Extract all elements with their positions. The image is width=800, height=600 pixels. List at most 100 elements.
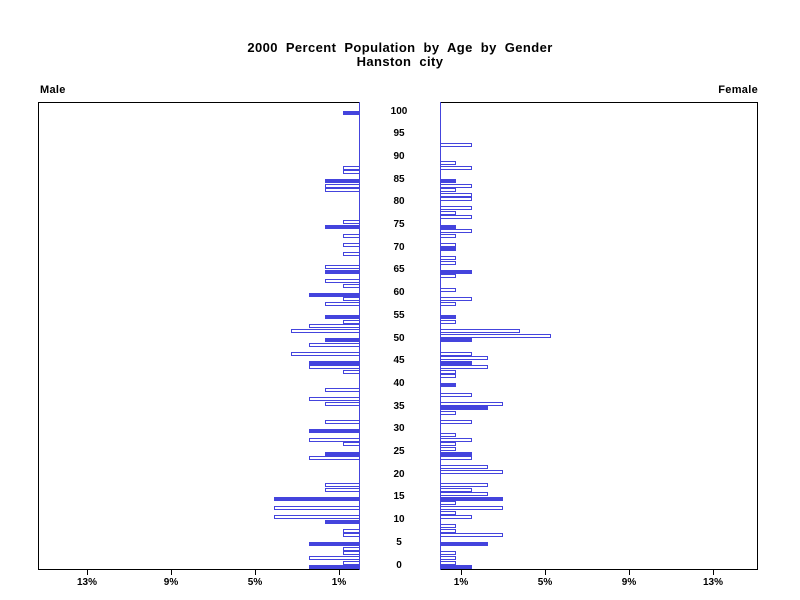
bar-male-age-49 bbox=[309, 342, 360, 347]
bar-female-age-65 bbox=[440, 269, 472, 274]
bar-male-age-47 bbox=[291, 351, 360, 356]
bar-female-age-8 bbox=[440, 528, 456, 533]
bar-male-age-66 bbox=[325, 265, 360, 270]
bar-female-age-3 bbox=[440, 551, 456, 556]
female-pct-tick-13 bbox=[713, 570, 714, 575]
female-pct-tick-label-13: 13% bbox=[702, 577, 723, 588]
age-axis-label-70: 70 bbox=[393, 241, 405, 253]
bar-female-age-61 bbox=[440, 288, 456, 293]
bar-female-age-67 bbox=[440, 260, 456, 265]
bar-male-age-84 bbox=[325, 183, 360, 188]
bar-male-age-69 bbox=[343, 251, 360, 256]
male-pct-tick-13 bbox=[87, 570, 88, 575]
age-axis-label-50: 50 bbox=[393, 332, 405, 344]
chart-subtitle: Hanston city bbox=[356, 54, 444, 69]
bar-female-age-74 bbox=[440, 229, 472, 233]
bar-female-age-15 bbox=[440, 496, 503, 501]
bar-male-age-11 bbox=[274, 515, 360, 520]
bar-female-age-21 bbox=[440, 469, 503, 474]
bar-female-age-27 bbox=[440, 442, 456, 447]
bar-female-age-44 bbox=[440, 365, 488, 370]
female-pct-tick-9 bbox=[629, 570, 630, 575]
age-axis-label-35: 35 bbox=[393, 400, 405, 412]
bar-male-age-28 bbox=[309, 437, 360, 442]
age-axis-label-90: 90 bbox=[393, 150, 405, 162]
bar-female-age-59 bbox=[440, 297, 472, 302]
bar-female-age-82 bbox=[440, 192, 472, 197]
bar-female-age-51 bbox=[440, 333, 551, 338]
bar-male-age-10 bbox=[325, 519, 360, 524]
bar-male-age-53 bbox=[309, 324, 360, 329]
age-axis-label-80: 80 bbox=[393, 196, 405, 208]
bar-male-age-17 bbox=[325, 487, 360, 492]
bar-female-age-9 bbox=[440, 524, 456, 529]
male-pct-tick-1 bbox=[339, 570, 340, 575]
bar-female-age-29 bbox=[440, 433, 456, 438]
bar-male-age-13 bbox=[274, 506, 360, 510]
bar-female-age-0 bbox=[440, 565, 472, 569]
female-pct-tick-label-9: 9% bbox=[621, 577, 637, 588]
age-axis-label-85: 85 bbox=[393, 173, 405, 185]
bar-female-age-43 bbox=[440, 369, 456, 374]
bar-male-age-52 bbox=[291, 328, 360, 333]
bar-female-age-28 bbox=[440, 437, 472, 442]
bar-male-age-0 bbox=[309, 565, 360, 569]
bar-male-age-85 bbox=[325, 179, 360, 184]
bar-male-age-83 bbox=[325, 188, 360, 193]
bar-male-age-3 bbox=[343, 551, 360, 556]
bar-male-age-44 bbox=[309, 365, 360, 370]
bar-female-age-93 bbox=[440, 142, 472, 147]
bar-male-age-39 bbox=[325, 387, 360, 392]
age-axis-label-20: 20 bbox=[393, 468, 405, 480]
male-panel-label: Male bbox=[40, 84, 66, 96]
male-pct-tick-label-5: 5% bbox=[247, 577, 263, 588]
bar-female-age-85 bbox=[440, 179, 456, 184]
bar-male-age-18 bbox=[325, 483, 360, 488]
bar-female-age-47 bbox=[440, 351, 472, 356]
male-pct-tick-label-13: 13% bbox=[76, 577, 97, 588]
bar-male-age-30 bbox=[309, 428, 360, 433]
bar-female-age-73 bbox=[440, 233, 456, 238]
bar-male-age-45 bbox=[309, 360, 360, 365]
bar-male-age-63 bbox=[325, 279, 360, 283]
age-axis-label-10: 10 bbox=[393, 514, 405, 526]
female-pct-tick-1 bbox=[461, 570, 462, 575]
bar-male-age-1 bbox=[343, 560, 360, 565]
bar-male-age-62 bbox=[343, 283, 360, 288]
bar-female-age-50 bbox=[440, 338, 472, 342]
age-axis-label-100: 100 bbox=[390, 105, 408, 117]
male-pct-tick-5 bbox=[255, 570, 256, 575]
bar-female-age-75 bbox=[440, 224, 456, 229]
bar-female-age-40 bbox=[440, 383, 456, 388]
bar-female-age-83 bbox=[440, 188, 456, 193]
bar-male-age-15 bbox=[274, 496, 360, 501]
bar-female-age-2 bbox=[440, 555, 456, 560]
bar-female-age-1 bbox=[440, 560, 456, 565]
age-axis-label-5: 5 bbox=[396, 536, 402, 548]
age-axis-label-40: 40 bbox=[393, 377, 405, 389]
bar-female-age-22 bbox=[440, 465, 488, 470]
bar-female-age-32 bbox=[440, 419, 472, 424]
bar-male-age-76 bbox=[343, 220, 360, 224]
bar-female-age-77 bbox=[440, 215, 472, 220]
bar-female-age-55 bbox=[440, 315, 456, 320]
bar-male-age-54 bbox=[343, 319, 360, 324]
female-panel-label: Female bbox=[718, 84, 758, 96]
bar-female-age-79 bbox=[440, 206, 472, 211]
age-axis-label-25: 25 bbox=[393, 446, 405, 457]
bar-male-age-55 bbox=[325, 315, 360, 320]
female-pct-tick-5 bbox=[545, 570, 546, 575]
bar-male-age-2 bbox=[309, 555, 360, 560]
age-axis-label-60: 60 bbox=[393, 287, 405, 299]
bar-female-age-58 bbox=[440, 301, 456, 306]
bar-female-age-5 bbox=[440, 542, 488, 547]
bar-female-age-36 bbox=[440, 401, 503, 406]
age-axis-label-95: 95 bbox=[393, 128, 405, 140]
bar-male-age-73 bbox=[343, 233, 360, 238]
bar-male-age-43 bbox=[343, 369, 360, 374]
male-pct-tick-label-9: 9% bbox=[163, 577, 179, 588]
bar-male-age-4 bbox=[343, 546, 360, 551]
bar-male-age-60 bbox=[309, 292, 360, 297]
bar-female-age-88 bbox=[440, 165, 472, 170]
